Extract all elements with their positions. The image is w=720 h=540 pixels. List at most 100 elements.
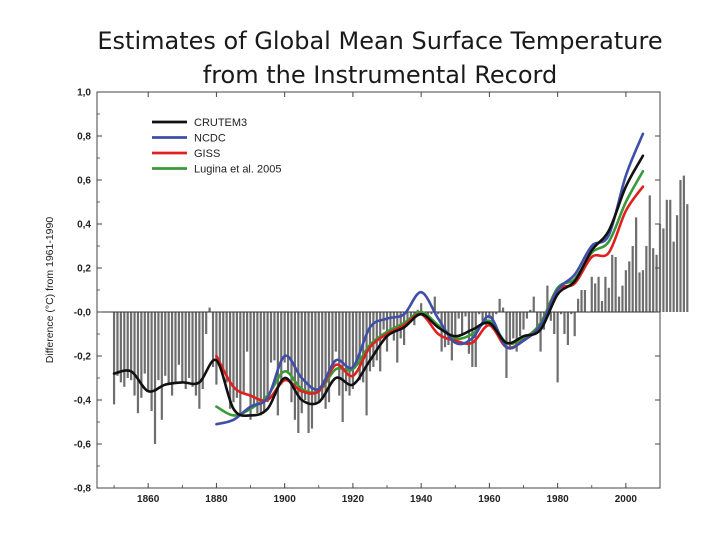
- anomaly-bar: [321, 312, 324, 400]
- anomaly-bar: [635, 217, 638, 312]
- anomaly-bar: [440, 312, 443, 352]
- anomaly-bar: [532, 296, 535, 312]
- anomaly-bar: [519, 312, 522, 337]
- anomaly-bar: [638, 272, 641, 312]
- anomaly-bar: [331, 312, 334, 365]
- anomaly-bar: [508, 312, 511, 350]
- anomaly-bar: [662, 228, 665, 312]
- y-tick-label: -0,8: [74, 484, 92, 495]
- anomaly-bar: [126, 312, 129, 378]
- anomaly-bar: [686, 204, 689, 312]
- anomaly-bar: [522, 312, 525, 330]
- anomaly-bar: [563, 312, 566, 334]
- anomaly-bar: [478, 312, 481, 315]
- x-tick-label: 1920: [342, 494, 365, 505]
- anomaly-bar: [573, 312, 576, 337]
- anomaly-bar: [174, 312, 177, 383]
- legend-label: GISS: [194, 148, 220, 160]
- anomaly-bar: [433, 296, 436, 312]
- anomaly-bar: [266, 312, 269, 403]
- anomaly-bar: [228, 312, 232, 409]
- x-tick-label: 1960: [478, 494, 501, 505]
- x-tick-label: 1880: [205, 494, 228, 505]
- axes: 1,0 0,8 0,6 0,4 0,2 -0,0 -0,2 -0,4 -0,6 -0,8 1860 1…: [74, 88, 661, 505]
- y-tick-label: 0,6: [77, 176, 91, 187]
- anomaly-bar: [246, 312, 249, 352]
- anomaly-bar: [355, 312, 358, 365]
- anomaly-bar: [147, 312, 150, 392]
- anomaly-bar: [566, 312, 569, 345]
- anomaly-bar: [481, 312, 484, 321]
- anomaly-bar: [252, 312, 256, 405]
- anomaly-bar: [525, 312, 529, 319]
- anomaly-bar: [160, 312, 163, 420]
- anomaly-bar: [375, 312, 378, 361]
- anomaly-bar: [351, 312, 355, 389]
- legend: CRUTEM3 NCDC GISS Lugina et al. 2005: [152, 117, 281, 176]
- y-tick-label: -0,6: [74, 440, 92, 451]
- anomaly-bar: [177, 312, 180, 365]
- anomaly-bar: [495, 312, 498, 315]
- anomaly-bar: [205, 312, 208, 334]
- anomaly-bar: [259, 312, 262, 416]
- x-tick-label: 2000: [615, 494, 638, 505]
- y-tick-label: 1,0: [77, 88, 91, 99]
- anomaly-bar: [396, 312, 399, 363]
- anomaly-bar: [310, 312, 314, 429]
- anomaly-bar: [286, 312, 290, 372]
- series-line-ncdc: [215, 132, 645, 426]
- y-tick-label: 0,4: [77, 220, 91, 231]
- anomaly-bar: [273, 312, 276, 361]
- anomaly-bar: [143, 312, 146, 374]
- x-tick-label: 1860: [137, 494, 160, 505]
- anomaly-bars: [112, 175, 689, 444]
- x-tick-label: 1940: [410, 494, 433, 505]
- anomaly-bar: [556, 312, 559, 383]
- anomaly-bar: [290, 312, 293, 403]
- anomaly-bar: [280, 312, 283, 385]
- anomaly-bar: [133, 312, 136, 396]
- anomaly-bar: [461, 312, 464, 334]
- anomaly-bar: [501, 307, 505, 312]
- anomaly-bar: [157, 312, 160, 381]
- anomaly-bar: [211, 312, 215, 367]
- anomaly-bar: [348, 312, 351, 396]
- anomaly-bar: [153, 312, 157, 444]
- series-line-lugina-et-al-2005: [215, 169, 645, 417]
- anomaly-bar: [372, 312, 375, 367]
- anomaly-bar: [672, 241, 675, 312]
- anomaly-bar: [222, 312, 225, 370]
- anomaly-bar: [594, 283, 597, 312]
- anomaly-bar: [559, 312, 563, 315]
- anomaly-bar: [368, 312, 372, 372]
- anomaly-bar: [150, 312, 153, 411]
- anomaly-bar: [652, 248, 655, 312]
- anomaly-bar: [300, 312, 303, 414]
- anomaly-bar: [389, 312, 392, 332]
- anomaly-bar: [112, 312, 116, 405]
- anomaly-bar: [536, 312, 539, 328]
- anomaly-bar: [457, 312, 460, 319]
- anomaly-bar: [597, 276, 600, 312]
- anomaly-bar: [379, 312, 382, 372]
- anomaly-bar: [583, 290, 587, 312]
- anomaly-bar: [420, 303, 423, 312]
- anomaly-bar: [194, 312, 198, 396]
- anomaly-bar: [590, 276, 593, 312]
- anomaly-bar: [655, 254, 658, 312]
- anomaly-bar: [669, 199, 672, 312]
- anomaly-bar: [645, 246, 648, 312]
- series-lines: [112, 132, 645, 426]
- anomaly-bar: [191, 312, 194, 387]
- plot-frame: [96, 91, 661, 489]
- anomaly-bar: [232, 312, 235, 403]
- legend-label: Lugina et al. 2005: [194, 164, 281, 176]
- anomaly-bar: [198, 312, 201, 409]
- anomaly-bar: [437, 312, 440, 315]
- x-tick-label: 1980: [547, 494, 570, 505]
- legend-label: CRUTEM3: [194, 117, 247, 129]
- anomaly-bar: [327, 312, 331, 403]
- anomaly-bar: [136, 312, 140, 414]
- y-tick-label: 0,8: [77, 132, 91, 143]
